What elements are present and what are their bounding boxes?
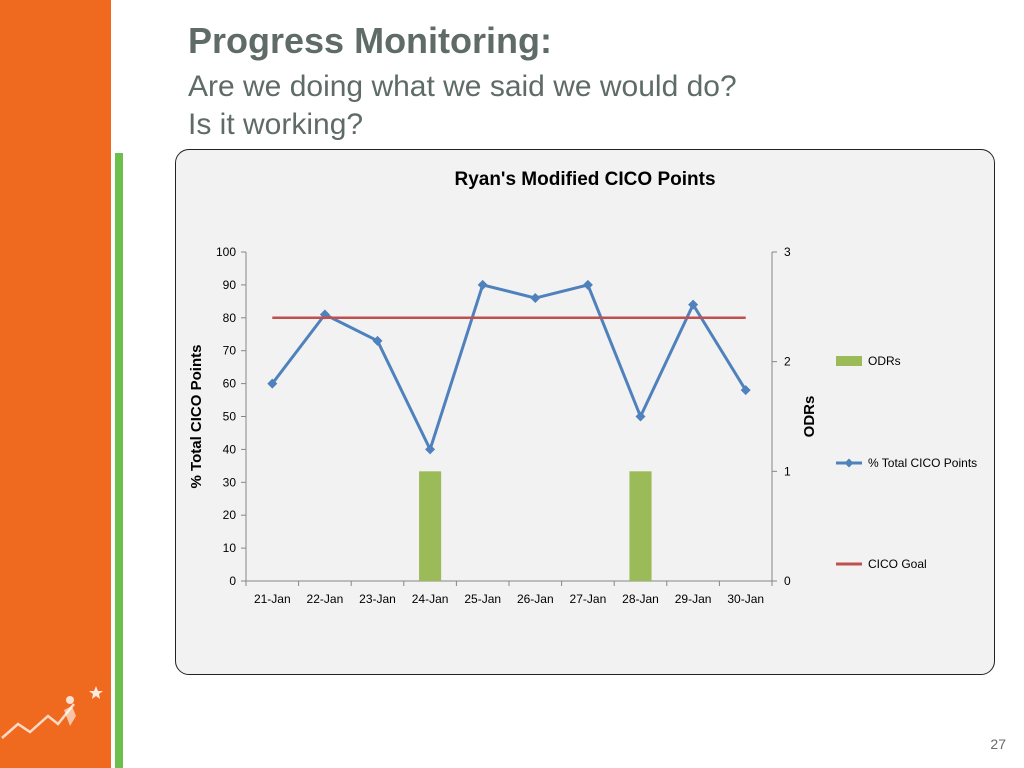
legend-swatch-odrs <box>836 356 862 366</box>
green-accent-bar <box>115 153 123 768</box>
cico-points-marker <box>372 335 383 346</box>
slide-number: 27 <box>990 736 1006 752</box>
legend-label: CICO Goal <box>868 557 927 571</box>
left-tick-label: 100 <box>216 245 236 259</box>
chart-title: Ryan's Modified CICO Points <box>454 169 715 190</box>
x-tick-label: 24-Jan <box>412 592 449 606</box>
subtitle-line-2: Is it working? <box>188 108 364 141</box>
left-axis-title: % Total CICO Points <box>188 345 205 489</box>
x-tick-label: 26-Jan <box>517 592 554 606</box>
left-tick-label: 20 <box>223 508 237 522</box>
legend-label: ODRs <box>868 354 901 368</box>
cico-points-marker <box>688 299 699 310</box>
left-tick-label: 0 <box>229 574 236 588</box>
odr-bar <box>419 471 442 581</box>
cico-points-marker <box>477 279 488 290</box>
subtitle-line-1: Are we doing what we said we would do? <box>188 70 737 103</box>
left-tick-label: 10 <box>223 541 237 555</box>
cico-points-marker <box>582 279 593 290</box>
chart-container: Ryan's Modified CICO Points 0 10 20 30 40 50 60… <box>175 149 995 675</box>
odr-bar <box>629 471 652 581</box>
cico-points-marker <box>267 378 278 389</box>
cico-points-marker <box>740 385 751 396</box>
left-tick-label: 70 <box>223 344 237 358</box>
x-tick-label: 28-Jan <box>622 592 659 606</box>
logo-icon <box>1 686 103 739</box>
combo-chart: Ryan's Modified CICO Points0102030405060… <box>188 169 977 606</box>
left-tick-label: 60 <box>223 377 237 391</box>
slide-title: Progress Monitoring: <box>188 20 553 61</box>
cico-points-marker <box>425 444 436 455</box>
legend-swatch-marker <box>844 458 854 468</box>
left-tick-label: 50 <box>223 410 237 424</box>
x-tick-label: 30-Jan <box>727 592 764 606</box>
left-orange-band <box>0 0 111 768</box>
x-tick-label: 22-Jan <box>307 592 344 606</box>
x-tick-label: 27-Jan <box>570 592 607 606</box>
cico-points-marker <box>319 309 330 320</box>
x-tick-label: 25-Jan <box>464 592 501 606</box>
x-tick-label: 23-Jan <box>359 592 396 606</box>
right-axis-title: ODRs <box>801 396 818 438</box>
cico-points-marker <box>530 293 541 304</box>
x-tick-label: 21-Jan <box>254 592 291 606</box>
right-tick-label: 1 <box>784 464 791 478</box>
right-tick-label: 2 <box>784 355 791 369</box>
left-tick-label: 30 <box>223 475 237 489</box>
cico-points-line <box>271 283 747 451</box>
left-tick-label: 80 <box>223 311 237 325</box>
right-tick-label: 3 <box>784 245 791 259</box>
left-tick-label: 40 <box>223 442 237 456</box>
x-tick-label: 29-Jan <box>675 592 712 606</box>
slide-subtitle: Are we doing what we said we would do? I… <box>188 68 737 144</box>
cico-points-marker <box>635 411 646 422</box>
legend-label: % Total CICO Points <box>868 456 977 470</box>
right-tick-label: 0 <box>784 574 791 588</box>
left-tick-label: 90 <box>223 278 237 292</box>
